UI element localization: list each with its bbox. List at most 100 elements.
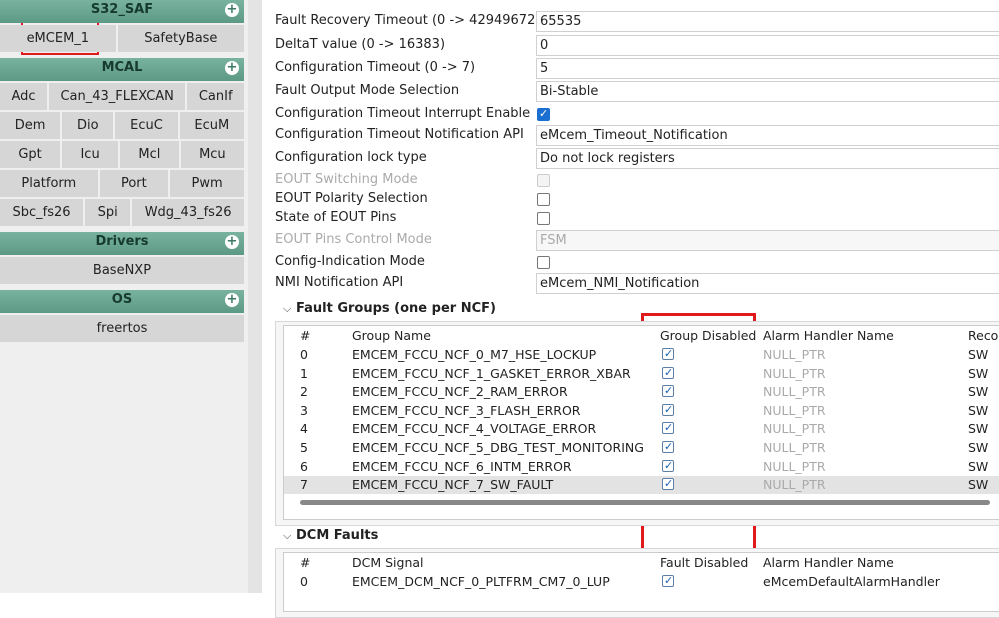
module-button[interactable]: Adc — [0, 83, 48, 110]
section-title: DCM Faults — [296, 528, 379, 543]
module-button[interactable]: freertos — [0, 315, 244, 342]
section-title: MCAL — [101, 60, 143, 75]
field-label: Configuration Timeout Notification API — [275, 127, 524, 142]
field-label: Configuration lock type — [275, 150, 427, 165]
button-row: Platform Port Pwm — [0, 170, 244, 197]
cell: 1 — [300, 365, 308, 381]
module-button[interactable]: Platform — [0, 170, 98, 197]
module-button[interactable]: eMCEM_1 — [0, 25, 116, 52]
splitter — [248, 0, 262, 593]
cell: SW — [968, 440, 989, 455]
section-title: Drivers — [95, 234, 149, 249]
module-button[interactable]: Gpt — [0, 141, 61, 168]
button-row: freertos — [0, 315, 244, 342]
cell: NULL_PTR — [763, 458, 826, 474]
cell: EMCEM_FCCU_NCF_0_M7_HSE_LOCKUP — [352, 347, 597, 362]
module-button[interactable]: EcuM — [179, 112, 245, 139]
add-button[interactable]: + — [225, 2, 239, 17]
module-button[interactable]: Icu — [62, 141, 119, 168]
module-button[interactable]: Mcu — [180, 141, 245, 168]
section-header: OS + — [0, 290, 244, 313]
cell: 6 — [300, 458, 308, 474]
text-input[interactable]: eMcem_Timeout_Notification — [536, 125, 999, 146]
module-button[interactable]: Dio — [62, 112, 114, 139]
module-button[interactable]: EcuC — [115, 112, 178, 139]
checkbox[interactable] — [537, 107, 550, 121]
checkbox[interactable] — [537, 193, 550, 206]
column-header: Group Disabled — [660, 328, 757, 343]
checkbox[interactable] — [662, 440, 674, 453]
text-input[interactable]: 0 — [536, 35, 999, 56]
cell: SW — [968, 458, 989, 474]
text-input[interactable]: eMcem_NMI_Notification — [536, 273, 999, 294]
column-header: Group Name — [352, 328, 431, 343]
field-label: NMI Notification API — [275, 275, 404, 290]
add-button[interactable]: + — [225, 60, 239, 75]
checkbox[interactable] — [662, 421, 674, 435]
checkbox — [537, 174, 550, 187]
cell: SW — [968, 347, 989, 362]
cell: NULL_PTR — [763, 365, 826, 381]
cell: EMCEM_DCM_NCF_0_PLTFRM_CM7_0_LUP — [352, 574, 610, 589]
checkbox[interactable] — [662, 384, 674, 398]
cell: SW — [968, 477, 989, 493]
cell: NULL_PTR — [763, 440, 826, 455]
checkbox[interactable] — [662, 477, 674, 491]
checkbox[interactable] — [662, 403, 674, 416]
checkbox[interactable] — [537, 256, 550, 269]
column-header: # — [300, 328, 311, 343]
module-button[interactable]: CanIf — [187, 83, 245, 110]
module-button[interactable]: Wdg_43_fs26 — [132, 199, 245, 226]
cell: 0 — [300, 574, 308, 589]
cell: SW — [968, 365, 989, 381]
button-row: Adc Can_43_FLEXCAN CanIf — [0, 83, 245, 110]
cell: EMCEM_FCCU_NCF_4_VOLTAGE_ERROR — [352, 421, 597, 437]
checkbox[interactable] — [662, 347, 674, 360]
field-label: Configuration Timeout Interrupt Enable — [275, 106, 531, 121]
text-input[interactable]: 65535 — [536, 11, 999, 32]
module-button[interactable]: Mcl — [120, 141, 179, 168]
cell: 3 — [300, 402, 308, 418]
checkbox[interactable] — [662, 574, 674, 587]
scrollbar — [300, 499, 990, 505]
cell: EMCEM_FCCU_NCF_5_DBG_TEST_MONITORING — [352, 440, 644, 455]
cell: NULL_PTR — [763, 421, 826, 437]
button-row: BaseNXP — [0, 257, 244, 284]
button-row: Gpt Icu Mcl Mcu — [0, 141, 245, 168]
module-button[interactable]: Can_43_FLEXCAN — [49, 83, 186, 110]
section-title: OS — [111, 292, 133, 307]
module-button[interactable]: Sbc_fs26 — [0, 199, 84, 226]
text-input[interactable]: Bi-Stable — [536, 81, 999, 102]
cell: 0 — [300, 347, 308, 362]
cell: EMCEM_FCCU_NCF_3_FLASH_ERROR — [352, 402, 581, 418]
module-button[interactable]: SafetyBase — [117, 25, 244, 52]
text-input[interactable]: Do not lock registers — [536, 148, 999, 169]
checkbox[interactable] — [662, 366, 674, 379]
module-button[interactable]: Pwm — [170, 170, 244, 197]
cell: SW — [968, 421, 989, 437]
field-label: EOUT Switching Mode — [275, 172, 418, 187]
button-row: Dem Dio EcuC EcuM — [0, 112, 245, 139]
cell: EMCEM_FCCU_NCF_1_GASKET_ERROR_XBAR — [352, 365, 631, 381]
column-header: Reco — [968, 328, 999, 343]
section-title: Fault Groups (one per NCF) — [296, 301, 496, 316]
cell: EMCEM_FCCU_NCF_6_INTM_ERROR — [352, 458, 572, 474]
field-label: State of EOUT Pins — [275, 210, 397, 225]
checkbox[interactable] — [662, 459, 674, 472]
cell: NULL_PTR — [763, 402, 826, 418]
module-button[interactable]: BaseNXP — [0, 257, 244, 284]
add-button[interactable]: + — [225, 234, 239, 249]
add-button[interactable]: + — [225, 292, 239, 307]
module-button[interactable]: Port — [99, 170, 169, 197]
chevron: ⌵ — [283, 302, 292, 315]
module-button[interactable]: Dem — [0, 112, 61, 139]
checkbox[interactable] — [537, 212, 550, 225]
field-label: EOUT Pins Control Mode — [275, 232, 432, 247]
field-label: Configuration Timeout (0 -> 7) — [275, 60, 476, 75]
cell: SW — [968, 402, 989, 418]
column-header: Alarm Handler Name — [763, 328, 894, 343]
column-header: # — [300, 555, 311, 570]
module-button[interactable]: Spi — [85, 199, 131, 226]
cell: 7 — [300, 477, 308, 493]
text-input[interactable]: 5 — [536, 58, 999, 79]
